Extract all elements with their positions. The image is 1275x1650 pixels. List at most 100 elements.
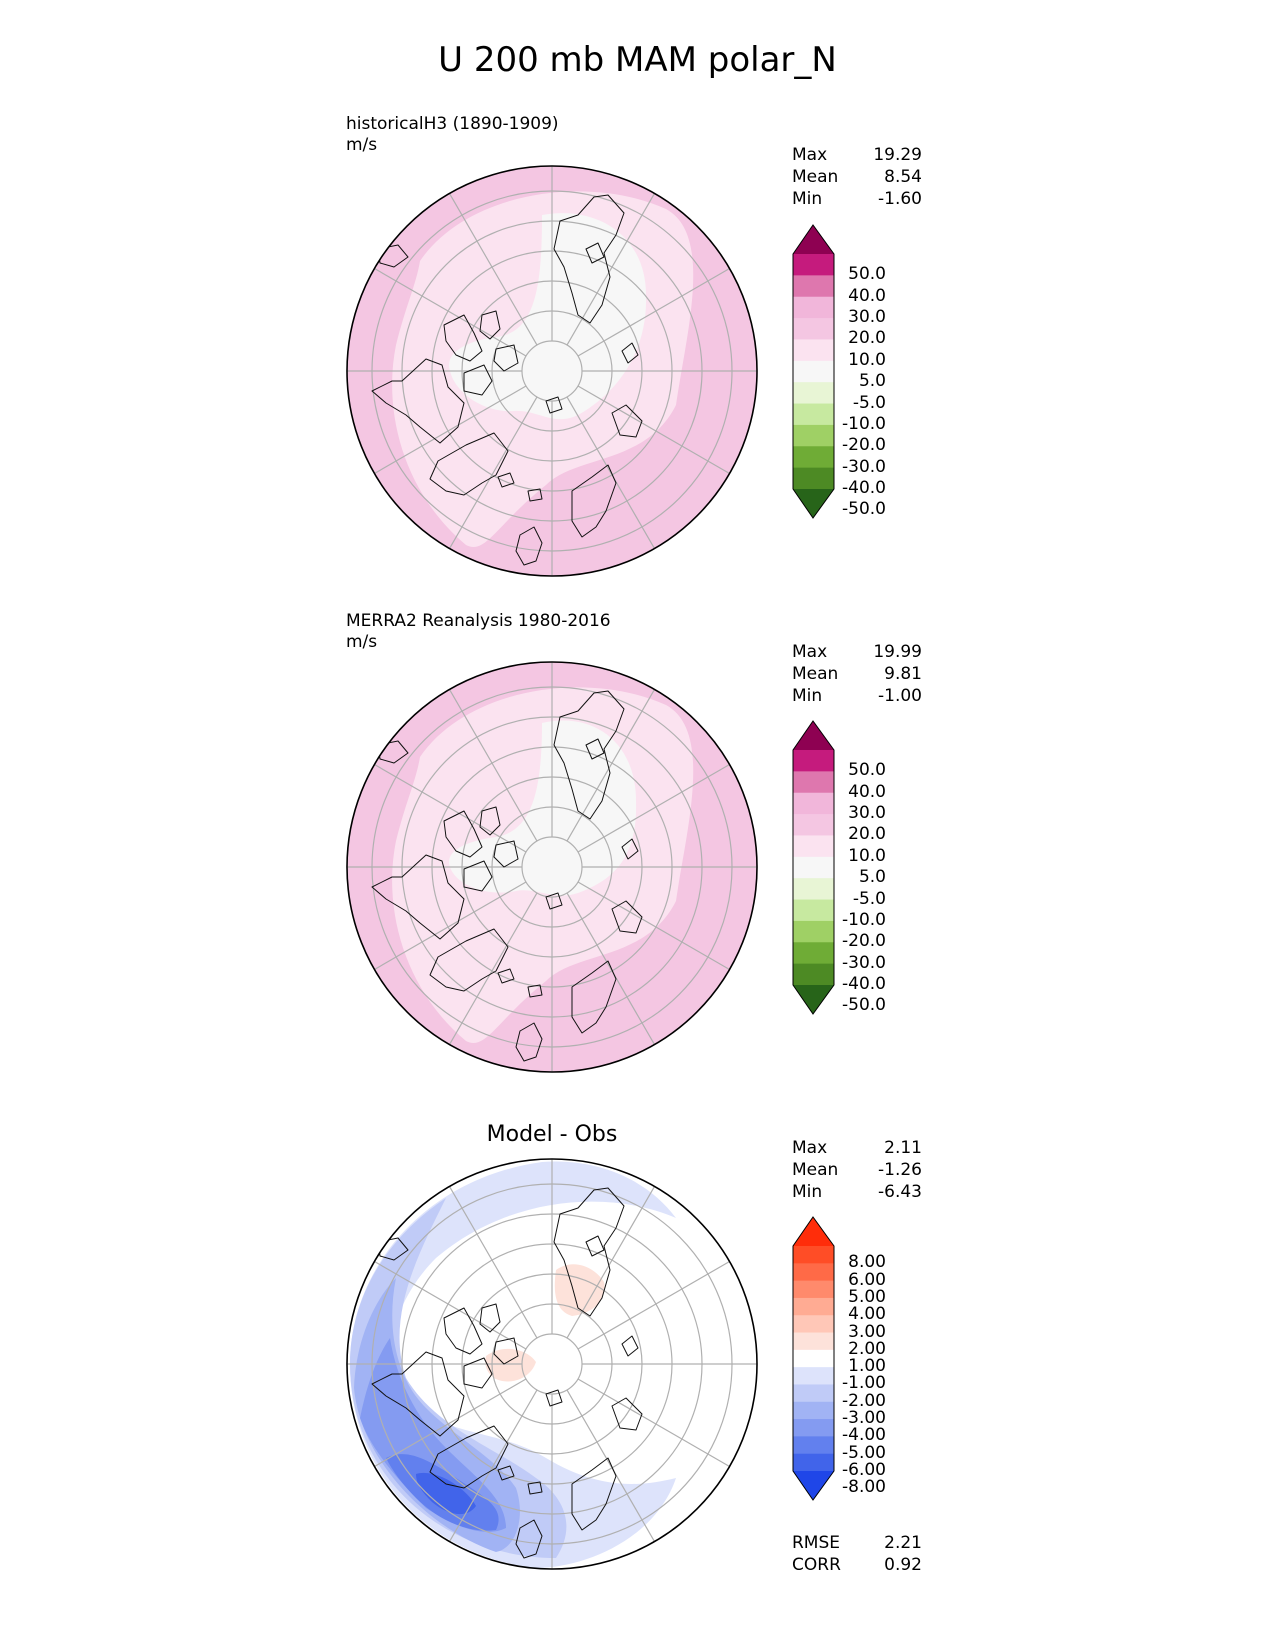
meridian-line bbox=[577, 1260, 730, 1350]
panel-1-stats: Max 19.29 Mean 8.54 Min -1.60 bbox=[792, 144, 922, 210]
colorbar-tick-label: 6.00 bbox=[848, 1269, 886, 1290]
coastline bbox=[443, 810, 483, 858]
coastline bbox=[371, 854, 465, 940]
panel-2-units: m/s bbox=[346, 632, 378, 652]
colorbar-tick-label: -2.00 bbox=[842, 1390, 886, 1411]
coastline bbox=[479, 806, 501, 836]
map-field-layer bbox=[347, 166, 757, 576]
colorbar-segment bbox=[793, 424, 834, 447]
colorbar-tick-label: 1.00 bbox=[848, 1356, 886, 1377]
colorbar-segment bbox=[793, 1332, 834, 1351]
colorbar-tick-label: -5.0 bbox=[852, 392, 886, 413]
meridian-line bbox=[577, 763, 730, 853]
meridian-line bbox=[566, 892, 656, 1045]
colorbar-extend-min bbox=[793, 489, 834, 518]
coastline bbox=[571, 464, 617, 538]
coastline bbox=[493, 344, 519, 372]
coastline bbox=[553, 1187, 625, 1317]
graticule bbox=[347, 1159, 757, 1569]
colorbar-outline bbox=[792, 720, 835, 1015]
colorbar-segment bbox=[793, 1349, 834, 1368]
colorbar-extend-max bbox=[793, 1217, 834, 1246]
colorbar-segment bbox=[793, 856, 834, 879]
field-1-2 bbox=[554, 1264, 605, 1316]
colorbar-tick-label: -30.0 bbox=[842, 952, 886, 973]
coastlines bbox=[371, 1187, 643, 1559]
stat-max: Max 19.29 bbox=[792, 145, 922, 165]
panel-2-polar-map bbox=[346, 661, 758, 1073]
meridian-line bbox=[577, 881, 730, 971]
coastline bbox=[545, 892, 563, 910]
colorbar-segment bbox=[793, 382, 834, 405]
colorbar-segment bbox=[793, 1367, 834, 1385]
graticule bbox=[347, 662, 757, 1072]
coastline bbox=[585, 1235, 605, 1257]
map-field-layer bbox=[347, 662, 757, 1072]
colorbar-tick-label: 5.0 bbox=[858, 371, 886, 392]
coastline bbox=[493, 1337, 519, 1365]
colorbar-segment bbox=[793, 1401, 834, 1420]
colorbar-segment bbox=[793, 1384, 834, 1403]
coastline bbox=[463, 860, 493, 892]
metric-corr: CORR 0.92 bbox=[792, 1555, 922, 1575]
colorbar-segment bbox=[793, 296, 834, 319]
colorbar-tick-label: 10.0 bbox=[848, 349, 886, 370]
colorbar-tick-label: 20.0 bbox=[848, 824, 886, 845]
colorbar-segment bbox=[793, 254, 834, 276]
stat-mean: Mean 9.81 bbox=[792, 664, 922, 684]
colorbar-segment bbox=[793, 1453, 834, 1472]
meridian-line bbox=[448, 193, 538, 346]
meridian-line bbox=[374, 1378, 527, 1468]
coastline bbox=[497, 472, 515, 488]
colorbar-tick-label: 20.0 bbox=[848, 328, 886, 349]
coastline bbox=[585, 242, 605, 264]
colorbar-segment bbox=[793, 467, 834, 490]
colorbar-extend-min bbox=[793, 1471, 834, 1500]
coastline bbox=[443, 314, 483, 362]
panel-3-colorbar bbox=[792, 1216, 835, 1501]
colorbar-extend-max bbox=[793, 721, 834, 750]
stat-mean: Mean 8.54 bbox=[792, 167, 922, 187]
colorbar-tick-label: 5.00 bbox=[848, 1286, 886, 1307]
coastline bbox=[611, 1397, 643, 1431]
figure-title: U 200 mb MAM polar_N bbox=[438, 40, 837, 80]
coastline bbox=[493, 840, 519, 868]
panel-3-stats: Max 2.11 Mean -1.26 Min -6.43 bbox=[792, 1137, 922, 1203]
field-neg5-5 bbox=[449, 213, 647, 420]
coastline bbox=[515, 526, 543, 566]
colorbar-tick-label: 10.0 bbox=[848, 845, 886, 866]
colorbar-segment bbox=[793, 1246, 834, 1264]
stat-max: Max 2.11 bbox=[792, 1138, 922, 1158]
map-boundary bbox=[346, 661, 758, 1073]
colorbar-extend-min bbox=[793, 985, 834, 1014]
meridian-line bbox=[448, 689, 538, 842]
coastline bbox=[429, 928, 509, 992]
metric-rmse: RMSE 2.21 bbox=[792, 1533, 922, 1553]
colorbar-tick-label: -1.00 bbox=[842, 1373, 886, 1394]
panel-1-colorbar bbox=[792, 224, 835, 519]
colorbar-tick-label: -10.0 bbox=[842, 909, 886, 930]
colorbar-tick-label: -8.00 bbox=[842, 1477, 886, 1498]
coastline bbox=[497, 1465, 515, 1481]
panel-2-title-line1: MERRA2 Reanalysis 1980-2016 bbox=[346, 611, 611, 631]
map-boundary bbox=[346, 165, 758, 577]
colorbar-tick-label: 40.0 bbox=[848, 781, 886, 802]
coastline bbox=[545, 396, 563, 414]
meridian-line bbox=[448, 1389, 538, 1542]
colorbar-tick-label: -20.0 bbox=[842, 931, 886, 952]
coastline bbox=[429, 1425, 509, 1489]
colorbar-segment bbox=[793, 360, 834, 383]
coastline bbox=[611, 404, 643, 438]
meridian-line bbox=[566, 396, 656, 549]
colorbar-segment bbox=[793, 878, 834, 901]
coastline bbox=[479, 1303, 501, 1333]
coastline bbox=[553, 690, 625, 820]
coastline bbox=[443, 1307, 483, 1355]
meridian-line bbox=[566, 1186, 656, 1339]
colorbar-tick-label: 30.0 bbox=[848, 307, 886, 328]
coastline bbox=[371, 1351, 465, 1437]
coastline bbox=[497, 968, 515, 984]
meridian-line bbox=[374, 267, 527, 357]
field-neg5-neg4 bbox=[360, 1338, 506, 1532]
colorbar-segment bbox=[793, 1297, 834, 1316]
